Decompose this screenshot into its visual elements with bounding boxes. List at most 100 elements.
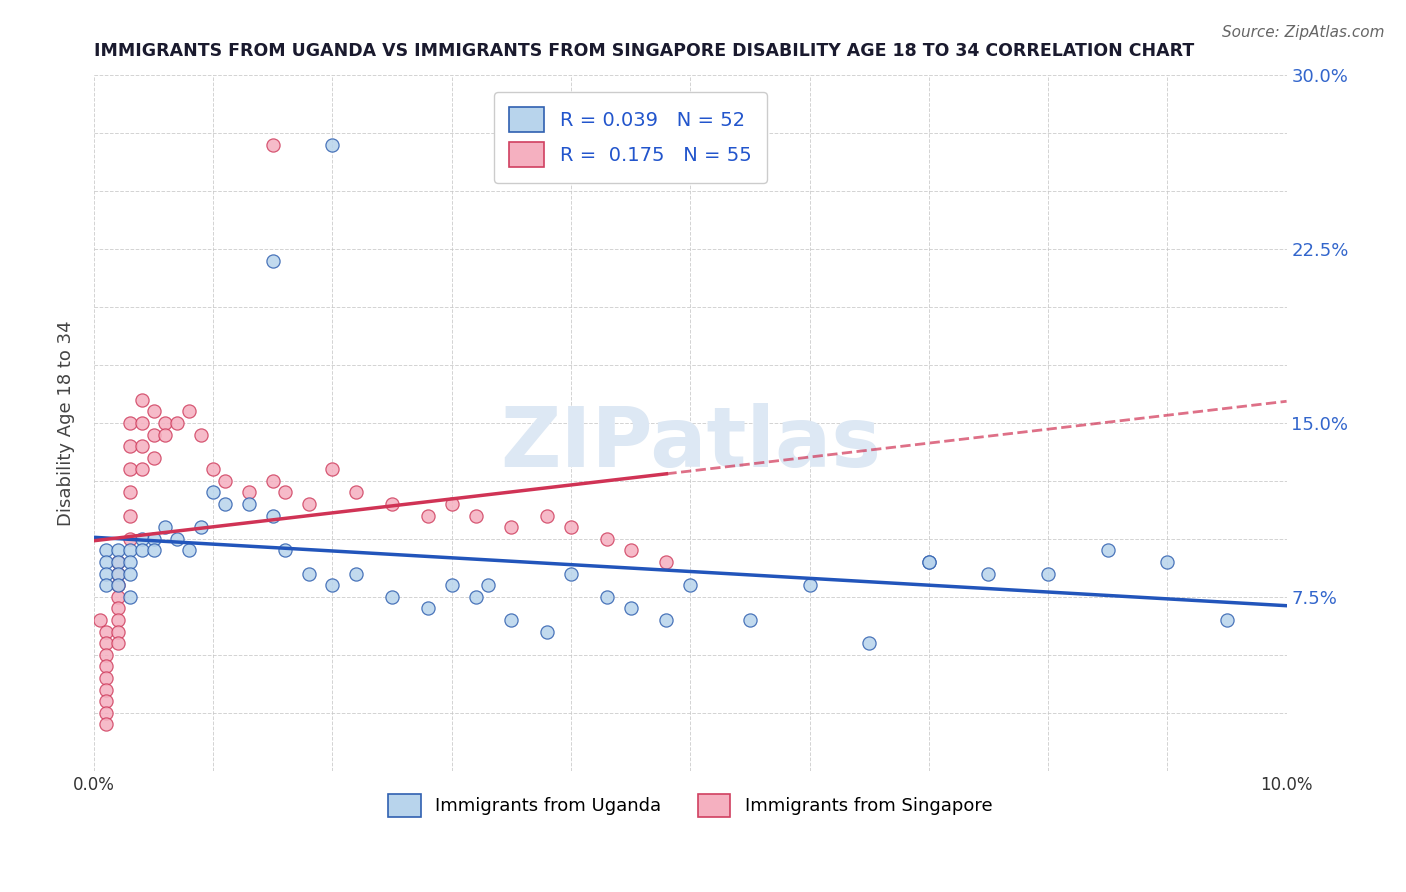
Point xyxy=(94,648,117,662)
Point xyxy=(1216,613,1239,627)
Point xyxy=(477,578,499,592)
Point xyxy=(655,613,678,627)
Point xyxy=(107,555,129,569)
Point xyxy=(262,137,284,152)
Point xyxy=(344,566,367,581)
Point xyxy=(107,601,129,615)
Legend: Immigrants from Uganda, Immigrants from Singapore: Immigrants from Uganda, Immigrants from … xyxy=(381,787,1000,824)
Point xyxy=(620,601,643,615)
Point xyxy=(107,624,129,639)
Point xyxy=(155,520,177,534)
Y-axis label: Disability Age 18 to 34: Disability Age 18 to 34 xyxy=(58,320,75,525)
Point xyxy=(142,427,165,442)
Point xyxy=(118,555,141,569)
Point xyxy=(131,532,153,546)
Point xyxy=(107,578,129,592)
Point xyxy=(94,566,117,581)
Point xyxy=(536,508,558,523)
Point xyxy=(1156,555,1178,569)
Point xyxy=(440,578,463,592)
Point xyxy=(131,392,153,407)
Point xyxy=(118,508,141,523)
Point xyxy=(440,497,463,511)
Point xyxy=(501,520,523,534)
Point xyxy=(679,578,702,592)
Point xyxy=(918,555,941,569)
Point xyxy=(321,578,343,592)
Point xyxy=(94,543,117,558)
Point xyxy=(190,427,212,442)
Point xyxy=(94,694,117,708)
Point xyxy=(131,543,153,558)
Point xyxy=(94,578,117,592)
Point xyxy=(118,532,141,546)
Point xyxy=(179,543,201,558)
Point xyxy=(381,590,404,604)
Point xyxy=(799,578,821,592)
Point xyxy=(142,450,165,465)
Point xyxy=(131,439,153,453)
Point xyxy=(107,566,129,581)
Point xyxy=(274,485,297,500)
Point xyxy=(118,439,141,453)
Point xyxy=(596,590,619,604)
Point xyxy=(738,613,761,627)
Point xyxy=(214,497,236,511)
Point xyxy=(142,404,165,418)
Point xyxy=(107,590,129,604)
Text: Source: ZipAtlas.com: Source: ZipAtlas.com xyxy=(1222,25,1385,40)
Point xyxy=(202,462,225,476)
Point xyxy=(620,543,643,558)
Point xyxy=(118,566,141,581)
Point xyxy=(142,543,165,558)
Point xyxy=(416,508,439,523)
Point xyxy=(131,416,153,430)
Point xyxy=(560,520,582,534)
Point xyxy=(155,427,177,442)
Point xyxy=(262,253,284,268)
Point xyxy=(118,462,141,476)
Point xyxy=(1036,566,1059,581)
Point xyxy=(118,416,141,430)
Point xyxy=(107,578,129,592)
Point xyxy=(190,520,212,534)
Point xyxy=(202,485,225,500)
Point xyxy=(118,590,141,604)
Point xyxy=(297,497,319,511)
Point xyxy=(596,532,619,546)
Point xyxy=(655,555,678,569)
Point xyxy=(142,532,165,546)
Point xyxy=(107,636,129,650)
Point xyxy=(94,717,117,731)
Point xyxy=(464,508,486,523)
Point xyxy=(262,474,284,488)
Point xyxy=(94,636,117,650)
Point xyxy=(94,624,117,639)
Point xyxy=(381,497,404,511)
Point xyxy=(94,671,117,685)
Point xyxy=(501,613,523,627)
Point xyxy=(166,416,188,430)
Point xyxy=(918,555,941,569)
Point xyxy=(977,566,1000,581)
Point xyxy=(274,543,297,558)
Point xyxy=(560,566,582,581)
Point xyxy=(89,613,111,627)
Point xyxy=(416,601,439,615)
Point xyxy=(321,462,343,476)
Point xyxy=(118,485,141,500)
Point xyxy=(131,462,153,476)
Point xyxy=(107,613,129,627)
Point xyxy=(262,508,284,523)
Point xyxy=(94,555,117,569)
Text: ZIPatlas: ZIPatlas xyxy=(499,403,880,484)
Point xyxy=(238,497,260,511)
Point xyxy=(858,636,880,650)
Point xyxy=(107,543,129,558)
Point xyxy=(179,404,201,418)
Point xyxy=(155,416,177,430)
Text: IMMIGRANTS FROM UGANDA VS IMMIGRANTS FROM SINGAPORE DISABILITY AGE 18 TO 34 CORR: IMMIGRANTS FROM UGANDA VS IMMIGRANTS FRO… xyxy=(94,42,1194,60)
Point xyxy=(166,532,188,546)
Point xyxy=(297,566,319,581)
Point xyxy=(344,485,367,500)
